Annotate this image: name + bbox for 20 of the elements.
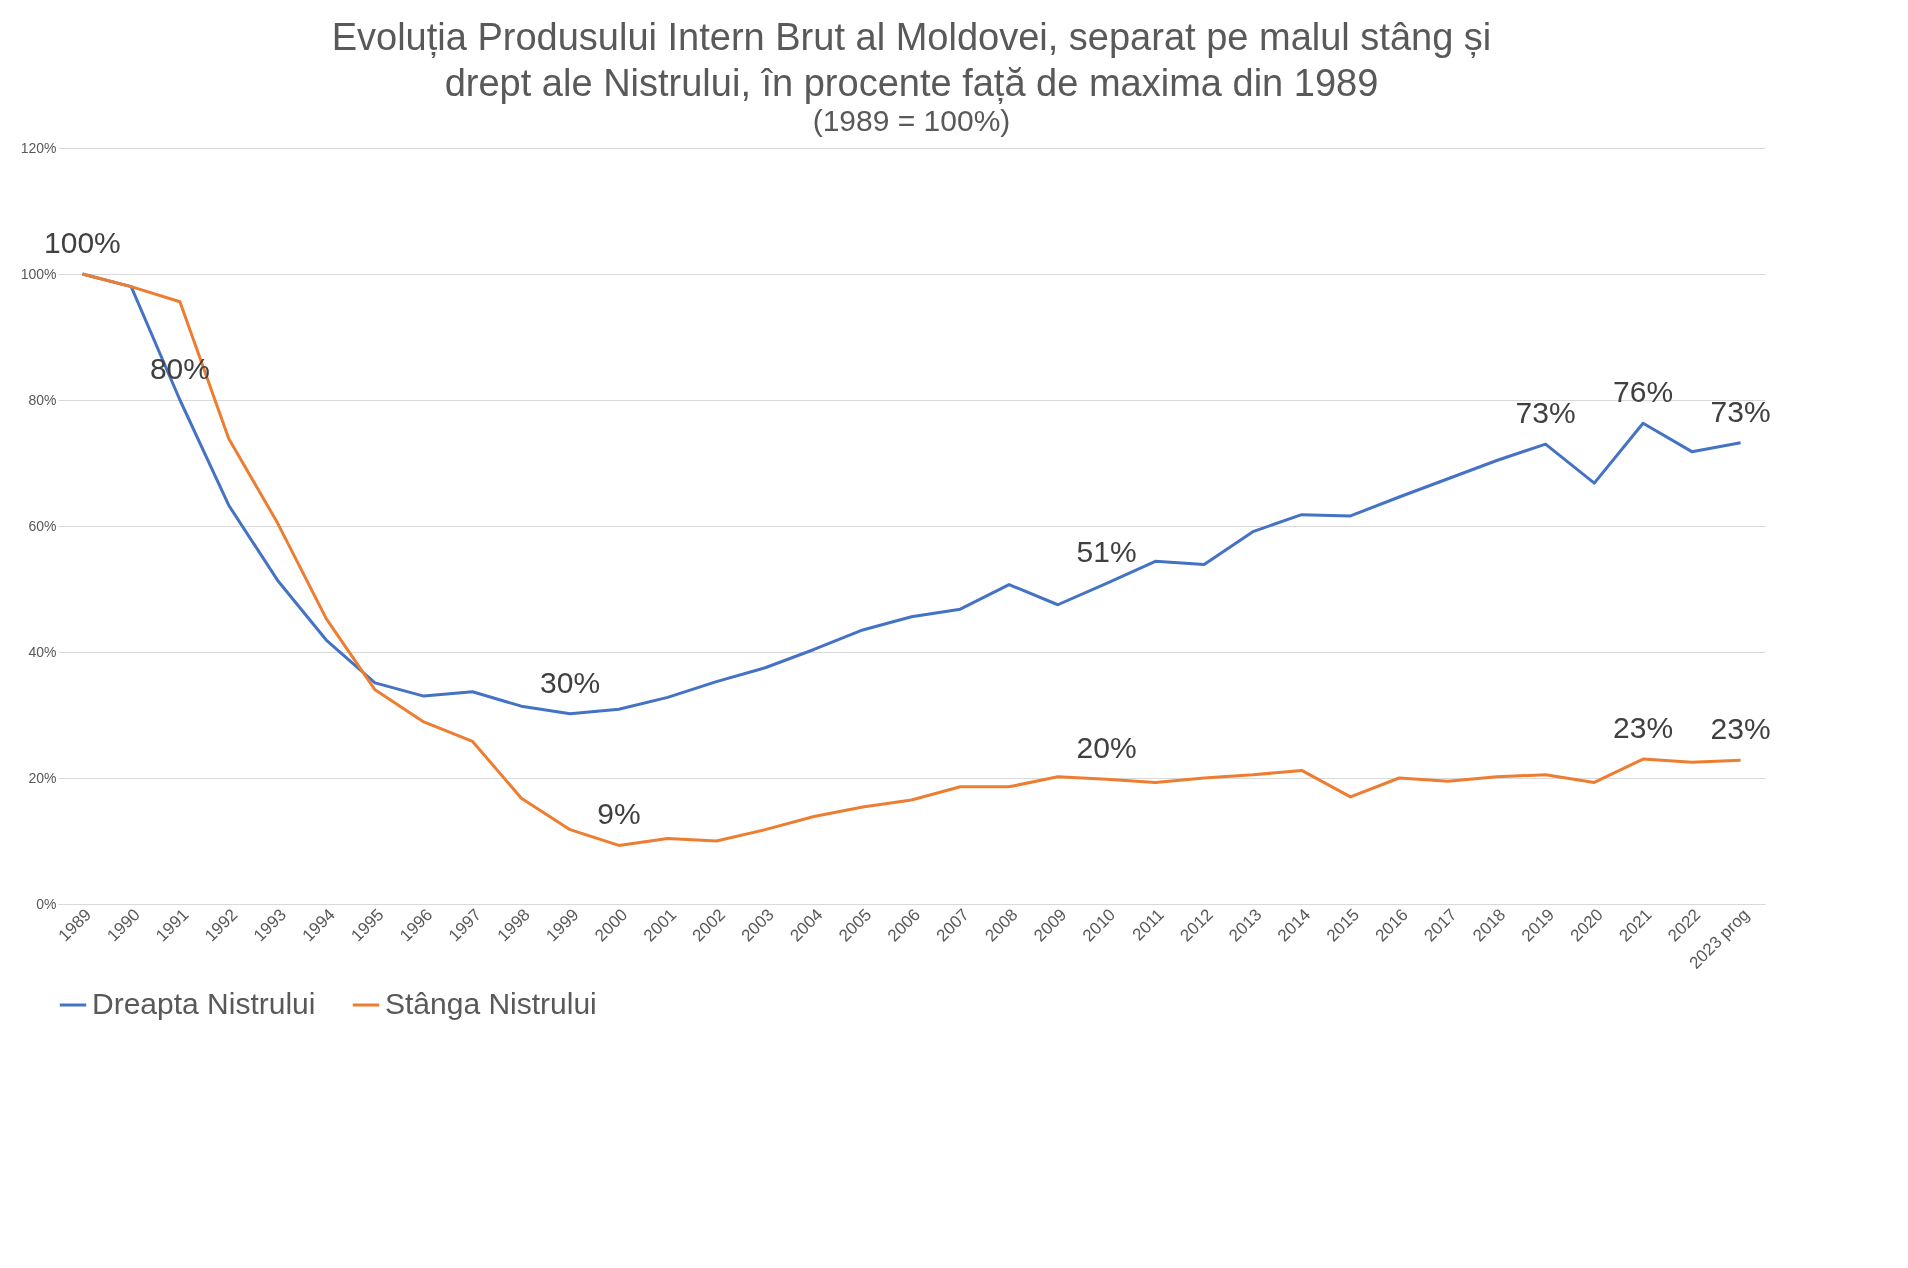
data-label: 30% — [540, 665, 601, 699]
data-label: 9% — [597, 797, 641, 831]
data-label: 20% — [1076, 731, 1137, 765]
data-label: 73% — [1515, 396, 1576, 430]
y-tick-label: 40% — [28, 643, 57, 660]
chart-subtitle: (1989 = 100%) — [812, 104, 1011, 137]
data-label: 23% — [1710, 712, 1771, 746]
y-tick-label: 20% — [28, 769, 57, 786]
y-tick-label: 80% — [28, 391, 57, 408]
y-tick-label: 0% — [36, 895, 57, 912]
data-label: 51% — [1076, 535, 1137, 569]
data-label: 76% — [1613, 375, 1674, 409]
legend-label: Stânga Nistrului — [385, 987, 597, 1020]
data-label: 73% — [1710, 394, 1771, 428]
legend-label: Dreapta Nistrului — [92, 987, 316, 1020]
data-label: 23% — [1613, 711, 1674, 745]
y-tick-label: 60% — [28, 517, 57, 534]
chart-title: Evoluția Produsului Intern Brut al Moldovei, separat pe malul stâng și drept ale Nistrului, în procente față de maxima din 1989 — [331, 16, 1492, 104]
y-tick-label: 120% — [20, 139, 57, 156]
y-tick-label: 100% — [20, 265, 57, 282]
